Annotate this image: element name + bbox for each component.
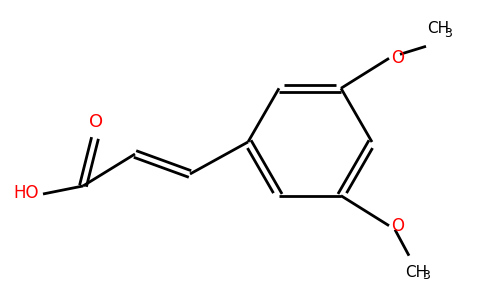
Text: 3: 3 bbox=[444, 27, 452, 40]
Text: CH: CH bbox=[427, 21, 449, 36]
Text: HO: HO bbox=[14, 184, 39, 202]
Text: O: O bbox=[89, 113, 103, 131]
Text: 3: 3 bbox=[422, 269, 430, 282]
Text: CH: CH bbox=[405, 265, 427, 280]
Text: O: O bbox=[391, 217, 404, 235]
Text: O: O bbox=[391, 49, 404, 67]
